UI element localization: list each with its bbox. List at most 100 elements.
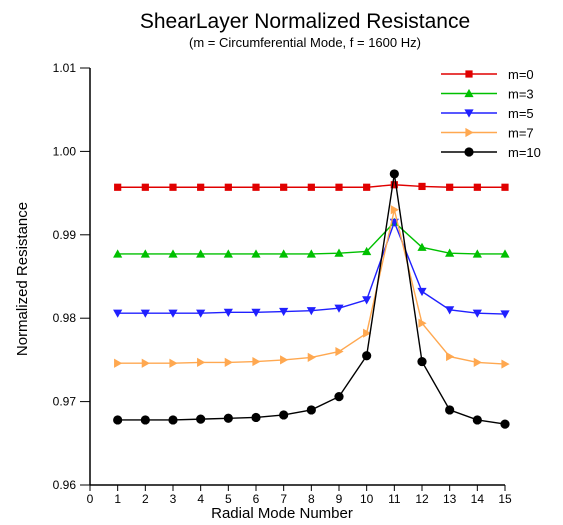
data-point: [307, 352, 316, 362]
y-tick-label: 0.99: [53, 228, 77, 242]
data-point: [473, 183, 481, 191]
data-point: [114, 183, 122, 191]
data-point: [335, 346, 344, 357]
data-point: [473, 357, 482, 368]
data-point: [140, 309, 150, 318]
legend-marker: [465, 127, 474, 138]
legend-item: m=10: [441, 145, 541, 160]
data-point: [223, 413, 233, 423]
data-point: [113, 249, 123, 258]
data-point: [445, 306, 455, 315]
legend-item: m=7: [441, 126, 534, 141]
data-point: [501, 359, 510, 369]
data-point: [389, 169, 399, 179]
data-point: [223, 249, 233, 258]
data-point: [114, 358, 123, 368]
x-tick-label: 0: [87, 492, 94, 506]
data-point: [279, 249, 289, 258]
x-tick-label: 11: [388, 492, 401, 506]
data-point: [141, 183, 149, 191]
data-point: [363, 183, 371, 191]
data-point: [390, 181, 398, 189]
legend: m=0 m=3 m=5 m=7 m=10: [441, 67, 541, 160]
data-point: [501, 183, 509, 191]
series-line: [117, 209, 506, 365]
data-point: [363, 328, 372, 338]
data-point: [445, 248, 455, 257]
legend-label: m=3: [508, 87, 534, 102]
data-point: [168, 309, 178, 318]
data-point: [472, 309, 482, 318]
y-axis-label: Normalized Resistance: [14, 202, 31, 356]
y-tick-label: 0.97: [53, 395, 77, 409]
data-point: [252, 183, 260, 191]
data-point: [472, 249, 482, 258]
data-point: [224, 357, 233, 368]
legend-item: m=0: [441, 67, 534, 82]
data-point: [362, 246, 372, 256]
y-ticks: 0.96 0.97 0.98 0.99 1.00 1.01: [53, 61, 90, 492]
data-point: [362, 296, 372, 305]
data-point: [335, 183, 343, 191]
data-point: [196, 309, 206, 318]
x-tick-label: 3: [170, 492, 177, 506]
series-m=5: [113, 218, 510, 319]
data-point: [169, 183, 177, 191]
legend-marker: [465, 70, 473, 78]
data-point: [113, 309, 123, 318]
data-point: [140, 249, 150, 258]
x-tick-label: 5: [225, 492, 232, 506]
data-point: [141, 358, 150, 368]
data-point: [168, 415, 178, 425]
x-tick-label: 7: [280, 492, 287, 506]
data-point: [446, 351, 455, 362]
y-tick-label: 1.01: [53, 61, 77, 75]
data-point: [417, 356, 427, 367]
legend-label: m=5: [508, 106, 534, 121]
data-point: [418, 182, 426, 191]
x-tick-label: 9: [336, 492, 343, 506]
data-point: [197, 183, 205, 191]
data-point: [223, 308, 233, 317]
x-tick-label: 6: [253, 492, 260, 506]
y-tick-label: 0.96: [53, 478, 77, 492]
data-point: [307, 183, 315, 191]
data-point: [500, 419, 510, 429]
data-point: [500, 249, 510, 258]
series-line: [117, 221, 505, 255]
data-point: [279, 410, 289, 420]
x-tick-label: 2: [142, 492, 149, 506]
data-point: [168, 249, 178, 258]
x-tick-label: 15: [498, 492, 512, 506]
y-tick-label: 1.00: [53, 144, 77, 158]
series-m=3: [113, 217, 510, 258]
data-point: [306, 249, 316, 258]
x-tick-label: 12: [415, 492, 429, 506]
chart-subtitle: (m = Circumferential Mode, f = 1600 Hz): [189, 35, 421, 50]
data-point: [417, 287, 427, 297]
x-tick-label: 10: [360, 492, 374, 506]
data-point: [306, 405, 316, 415]
series-line: [117, 173, 506, 425]
legend-marker: [464, 109, 474, 118]
data-point: [334, 391, 344, 402]
legend-label: m=0: [508, 67, 534, 82]
data-point: [197, 357, 206, 368]
chart-title: ShearLayer Normalized Resistance: [140, 10, 470, 33]
series-line: [117, 220, 506, 315]
data-point: [196, 249, 206, 258]
x-tick-label: 4: [197, 492, 204, 506]
data-point: [280, 355, 289, 365]
data-point: [390, 205, 399, 215]
data-point: [279, 307, 289, 317]
y-tick-label: 0.98: [53, 311, 77, 325]
data-point: [252, 356, 261, 367]
x-axis-label: Radial Mode Number: [211, 505, 353, 522]
plot-area: [113, 169, 510, 429]
data-point: [334, 304, 344, 313]
x-tick-label: 1: [114, 492, 121, 506]
x-tick-label: 14: [471, 492, 485, 506]
legend-marker: [464, 88, 474, 98]
legend-marker: [464, 147, 474, 157]
